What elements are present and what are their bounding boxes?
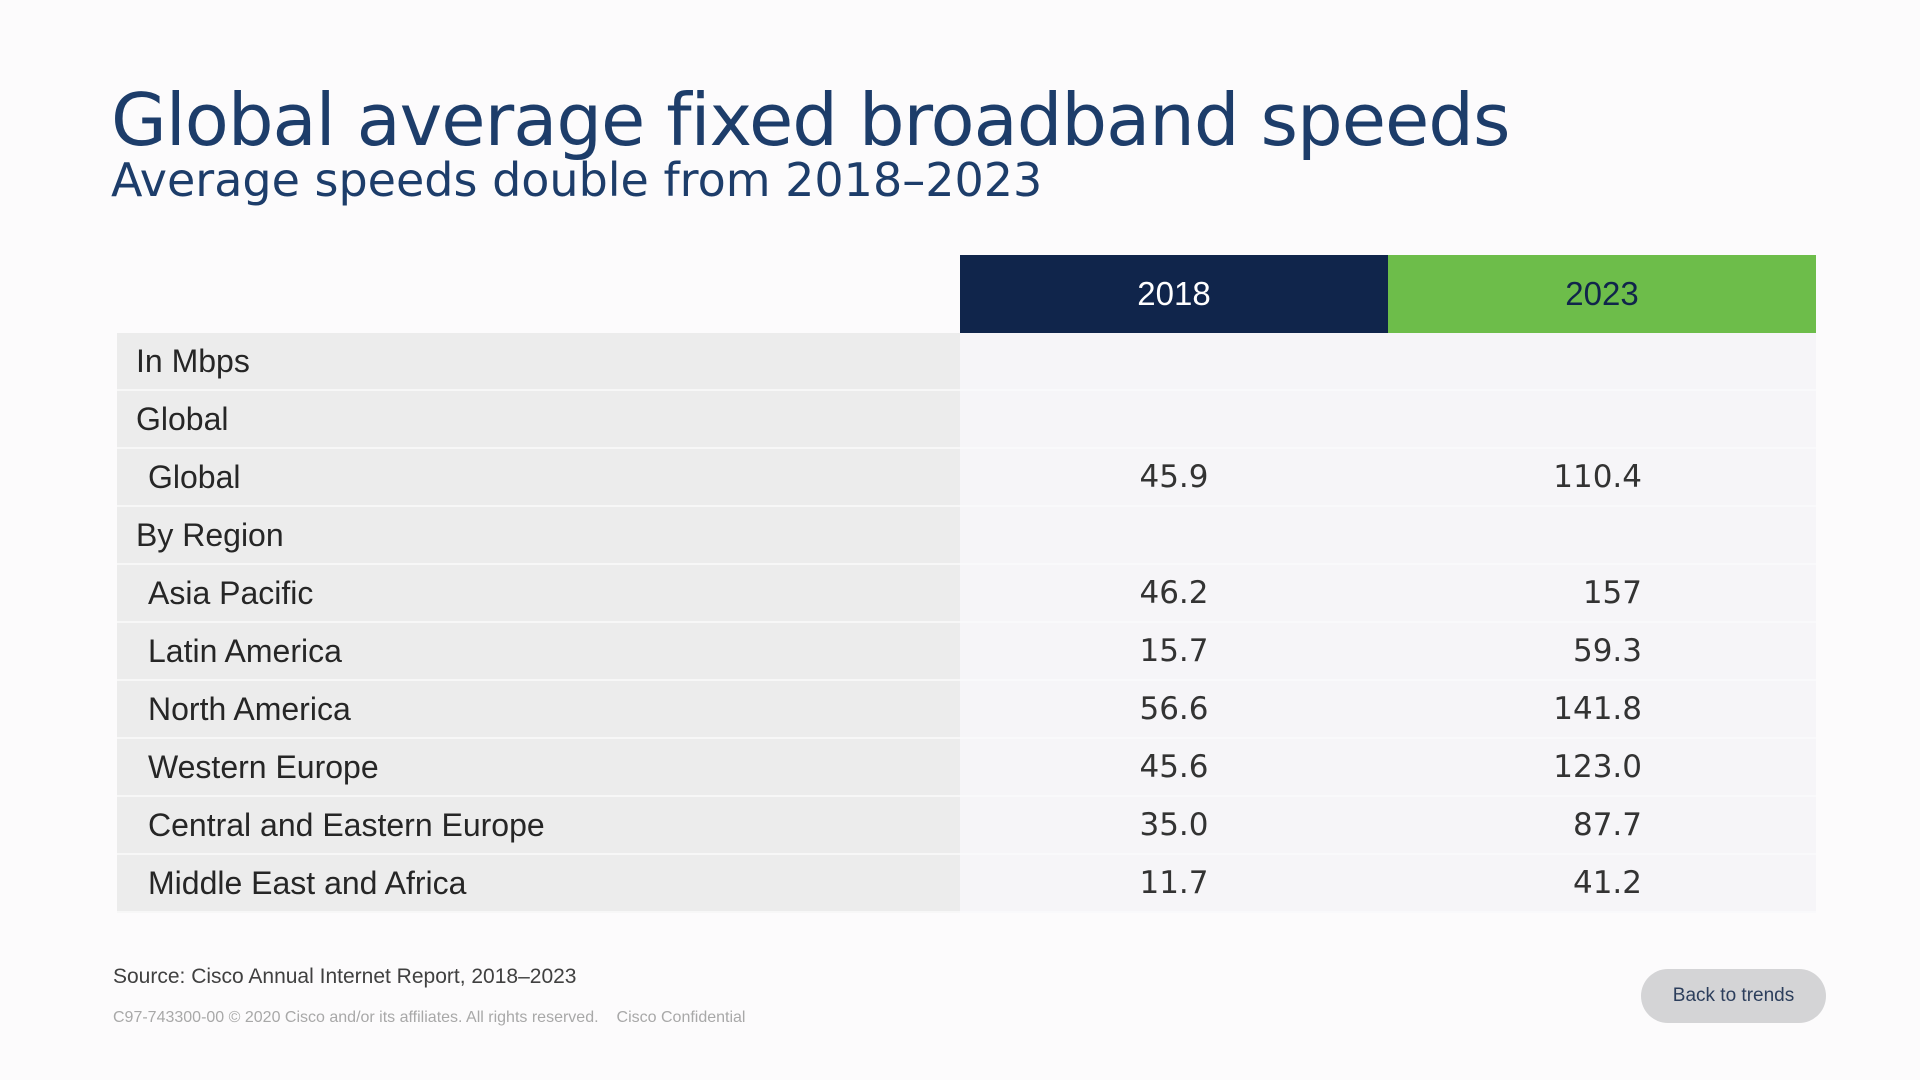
row-label: Middle East and Africa	[117, 855, 960, 913]
value-2018: 11.7	[960, 855, 1388, 913]
table-row: Global 45.9 110.4	[117, 449, 1816, 507]
value-2023	[1388, 333, 1816, 391]
value-2023: 110.4	[1388, 449, 1816, 507]
table-row: North America 56.6 141.8	[117, 681, 1816, 739]
table-row: Latin America 15.7 59.3	[117, 623, 1816, 681]
speeds-table: 2018 2023 In Mbps Global Global 45.9 110…	[117, 255, 1816, 913]
table-header-row: 2018 2023	[117, 255, 1816, 333]
table-header-spacer	[117, 255, 960, 333]
copyright-line: C97-743300-00 © 2020 Cisco and/or its af…	[113, 1009, 745, 1027]
value-2018	[960, 333, 1388, 391]
row-label: Latin America	[117, 623, 960, 681]
value-2018	[960, 507, 1388, 565]
value-2023	[1388, 391, 1816, 449]
back-to-trends-button[interactable]: Back to trends	[1641, 969, 1826, 1023]
table-row: Western Europe 45.6 123.0	[117, 739, 1816, 797]
table-row: Middle East and Africa 11.7 41.2	[117, 855, 1816, 913]
row-label: Central and Eastern Europe	[117, 797, 960, 855]
value-2023	[1388, 507, 1816, 565]
table-row: In Mbps	[117, 333, 1816, 391]
row-label: By Region	[117, 507, 960, 565]
row-label: In Mbps	[117, 333, 960, 391]
table-row: Central and Eastern Europe 35.0 87.7	[117, 797, 1816, 855]
value-2018	[960, 391, 1388, 449]
row-label: Western Europe	[117, 739, 960, 797]
value-2018: 45.9	[960, 449, 1388, 507]
value-2023: 41.2	[1388, 855, 1816, 913]
column-header-2023: 2023	[1388, 255, 1816, 333]
value-2018: 45.6	[960, 739, 1388, 797]
page-title: Global average fixed broadband speeds	[111, 78, 1510, 162]
value-2023: 157	[1388, 565, 1816, 623]
row-label: Global	[117, 449, 960, 507]
row-label: Asia Pacific	[117, 565, 960, 623]
column-header-2018: 2018	[960, 255, 1388, 333]
table-row: By Region	[117, 507, 1816, 565]
row-label: Global	[117, 391, 960, 449]
confidential-label: Cisco Confidential	[616, 1009, 746, 1026]
copyright-text: C97-743300-00 © 2020 Cisco and/or its af…	[113, 1009, 599, 1026]
value-2018: 46.2	[960, 565, 1388, 623]
value-2018: 56.6	[960, 681, 1388, 739]
value-2023: 141.8	[1388, 681, 1816, 739]
row-label: North America	[117, 681, 960, 739]
source-note: Source: Cisco Annual Internet Report, 20…	[113, 965, 577, 988]
value-2023: 123.0	[1388, 739, 1816, 797]
table-row: Global	[117, 391, 1816, 449]
page-subtitle: Average speeds double from 2018–2023	[111, 153, 1043, 207]
value-2023: 59.3	[1388, 623, 1816, 681]
table-row: Asia Pacific 46.2 157	[117, 565, 1816, 623]
value-2023: 87.7	[1388, 797, 1816, 855]
value-2018: 15.7	[960, 623, 1388, 681]
value-2018: 35.0	[960, 797, 1388, 855]
